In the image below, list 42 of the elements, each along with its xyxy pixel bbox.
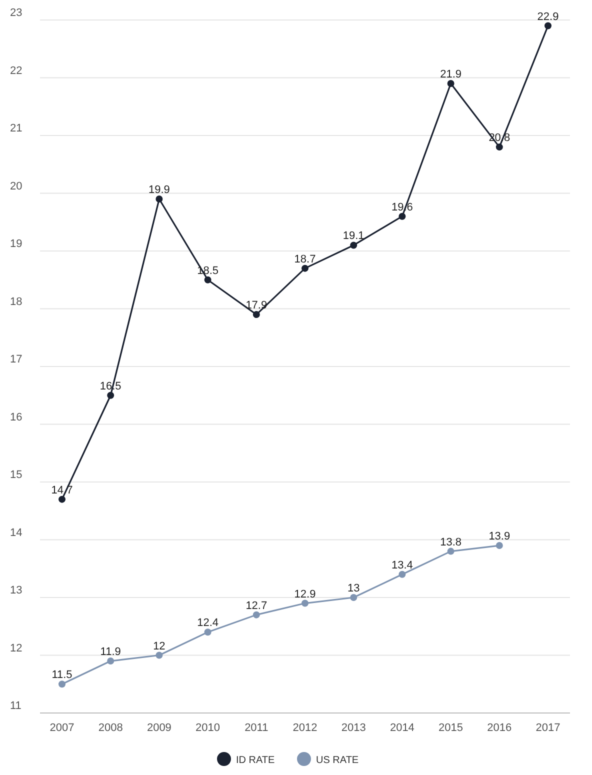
y-tick-label: 21 xyxy=(10,122,22,134)
y-tick-label: 20 xyxy=(10,180,22,192)
y-tick-label: 18 xyxy=(10,296,22,308)
data-label: 12.4 xyxy=(197,617,219,630)
data-label: 18.7 xyxy=(294,253,316,266)
data-label: 13.4 xyxy=(391,559,413,572)
x-tick-label: 2014 xyxy=(390,722,414,734)
y-tick-label: 17 xyxy=(10,354,22,366)
y-tick-label: 19 xyxy=(10,238,22,250)
x-tick-label: 2017 xyxy=(536,722,560,734)
y-tick-label: 13 xyxy=(10,584,22,596)
data-label: 12.9 xyxy=(294,588,316,600)
y-tick-label: 23 xyxy=(10,7,22,19)
y-tick-label: 14 xyxy=(10,526,22,539)
data-label: 19.9 xyxy=(148,184,170,196)
data-label: 21.9 xyxy=(440,68,462,81)
data-label: 13.8 xyxy=(440,536,462,548)
x-tick-label: 2012 xyxy=(292,722,318,734)
legend-label: US RATE xyxy=(316,755,359,766)
x-tick-label: 2007 xyxy=(50,722,74,734)
data-label: 19.1 xyxy=(342,230,364,242)
y-tick-label: 16 xyxy=(10,411,22,424)
data-label: 11.5 xyxy=(52,669,72,682)
data-label: 13.9 xyxy=(488,530,510,543)
x-tick-label: 2010 xyxy=(196,722,220,734)
y-tick-label: 12 xyxy=(10,642,22,654)
x-tick-label: 2011 xyxy=(244,722,268,734)
data-label: 12.7 xyxy=(246,600,268,612)
x-tick-label: 2013 xyxy=(341,722,366,734)
x-tick-label: 2008 xyxy=(98,722,123,734)
y-tick-label: 15 xyxy=(10,469,22,481)
x-tick-label: 2016 xyxy=(487,722,512,734)
data-label: 12 xyxy=(153,640,166,652)
x-tick-label: 2009 xyxy=(146,722,172,734)
data-label: 11.9 xyxy=(100,646,121,658)
data-label: 17.9 xyxy=(246,300,268,312)
data-label: 22.9 xyxy=(537,10,559,23)
y-tick-label: 22 xyxy=(10,64,22,77)
data-label: 13 xyxy=(347,582,360,594)
legend-label: ID RATE xyxy=(236,755,276,766)
y-tick-label: 11 xyxy=(10,700,22,712)
x-tick-label: 2015 xyxy=(438,722,464,734)
